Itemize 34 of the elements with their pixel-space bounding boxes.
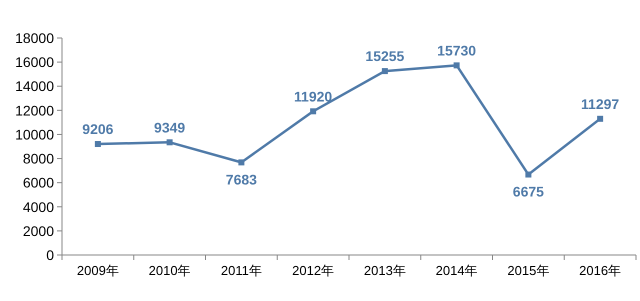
point [166, 139, 173, 146]
point [310, 108, 316, 114]
y-tick-label: 4000 [22, 198, 54, 215]
x-tick-label: 2009年 [76, 263, 119, 278]
y-tick-label: 2000 [22, 222, 54, 239]
x-tick-label: 2015年 [507, 263, 550, 278]
data-label: 6675 [512, 184, 544, 200]
y-tick-label: 14000 [15, 78, 54, 94]
x-tick-label: 2016年 [579, 263, 622, 278]
x-tick-label: 2010年 [148, 263, 191, 278]
point [382, 68, 388, 74]
x-tick-label: 2012年 [292, 263, 334, 278]
y-tick-label: 0 [46, 247, 54, 263]
data-label: 7683 [226, 171, 258, 188]
x-tick-label: 2011年 [220, 263, 262, 278]
data-label: 11920 [294, 88, 332, 104]
y-tick-label: 18000 [15, 30, 54, 46]
point [525, 172, 532, 178]
point [597, 116, 604, 122]
y-tick-label: 10000 [15, 126, 54, 142]
point [94, 141, 101, 148]
point [454, 62, 460, 68]
data-label: 9349 [154, 119, 186, 136]
point [238, 159, 244, 166]
data-label: 11297 [581, 96, 620, 112]
y-tick-label: 6000 [22, 174, 54, 191]
x-tick-label: 2014年 [436, 263, 478, 278]
y-tick-label: 16000 [15, 54, 54, 70]
data-label: 9206 [82, 121, 114, 138]
data-label: 15255 [365, 48, 405, 64]
y-tick-label: 8000 [22, 150, 54, 167]
y-tick-label: 12000 [15, 102, 54, 118]
data-label: 15730 [437, 42, 476, 58]
x-tick-label: 2013年 [364, 263, 406, 278]
